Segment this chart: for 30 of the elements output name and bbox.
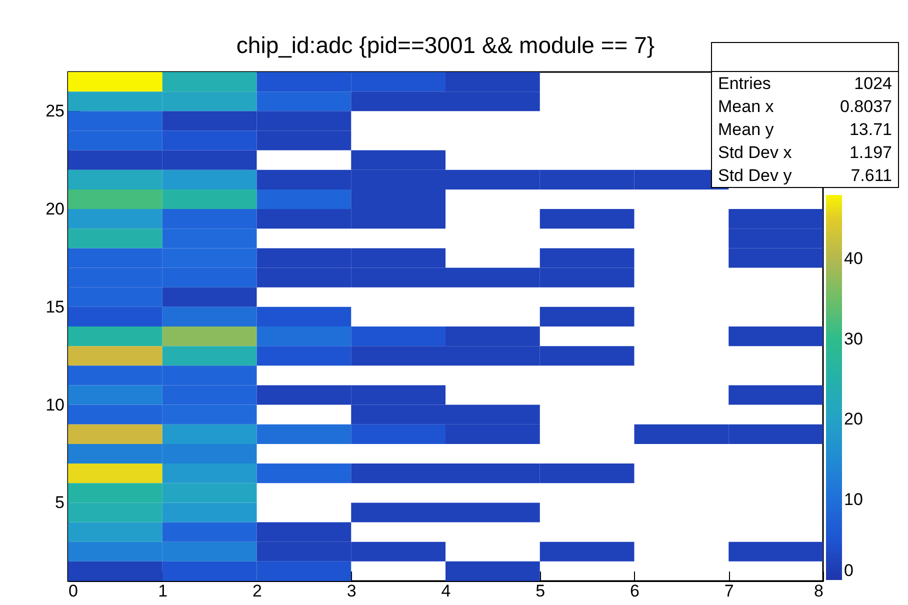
color-bar-label: 20 [844,410,863,429]
annotation: Mean x [717,96,775,118]
x-tick-label: 2 [252,582,262,600]
y-tick-label: 10 [46,395,64,414]
annotation: Mean y [717,119,775,141]
x-tick-label: 7 [724,582,734,600]
x-tick-label: 3 [346,582,356,600]
color-bar-label: 30 [844,329,863,348]
x-tick-label: 0 [68,582,78,600]
x-tick-label: 1 [158,582,168,600]
color-bar-label: 10 [844,490,863,509]
text: 7.611 [850,166,892,185]
annotation: Entries [717,73,772,95]
text: 0.8037 [840,97,892,116]
text: 13.71 [849,120,892,139]
annotation: Std Dev x [717,142,793,164]
color-bar-label: 0 [844,561,854,580]
x-tick-label: 4 [441,582,451,600]
color-bar-label: 40 [844,249,863,268]
y-tick-label: 20 [46,200,64,219]
x-tick-label: 5 [536,582,546,600]
text: 1024 [854,74,892,93]
y-tick-label: 5 [55,493,64,512]
annotation: Std Dev y [717,165,793,187]
y-tick-label: 15 [46,297,64,316]
chart-title: chip_id:adc {pid==3001 && module == 7} [236,32,655,58]
text: 1.197 [849,143,892,162]
x-tick-label: 6 [630,582,640,600]
y-tick-label: 25 [46,102,64,121]
x-tick-label: 8 [814,582,824,600]
